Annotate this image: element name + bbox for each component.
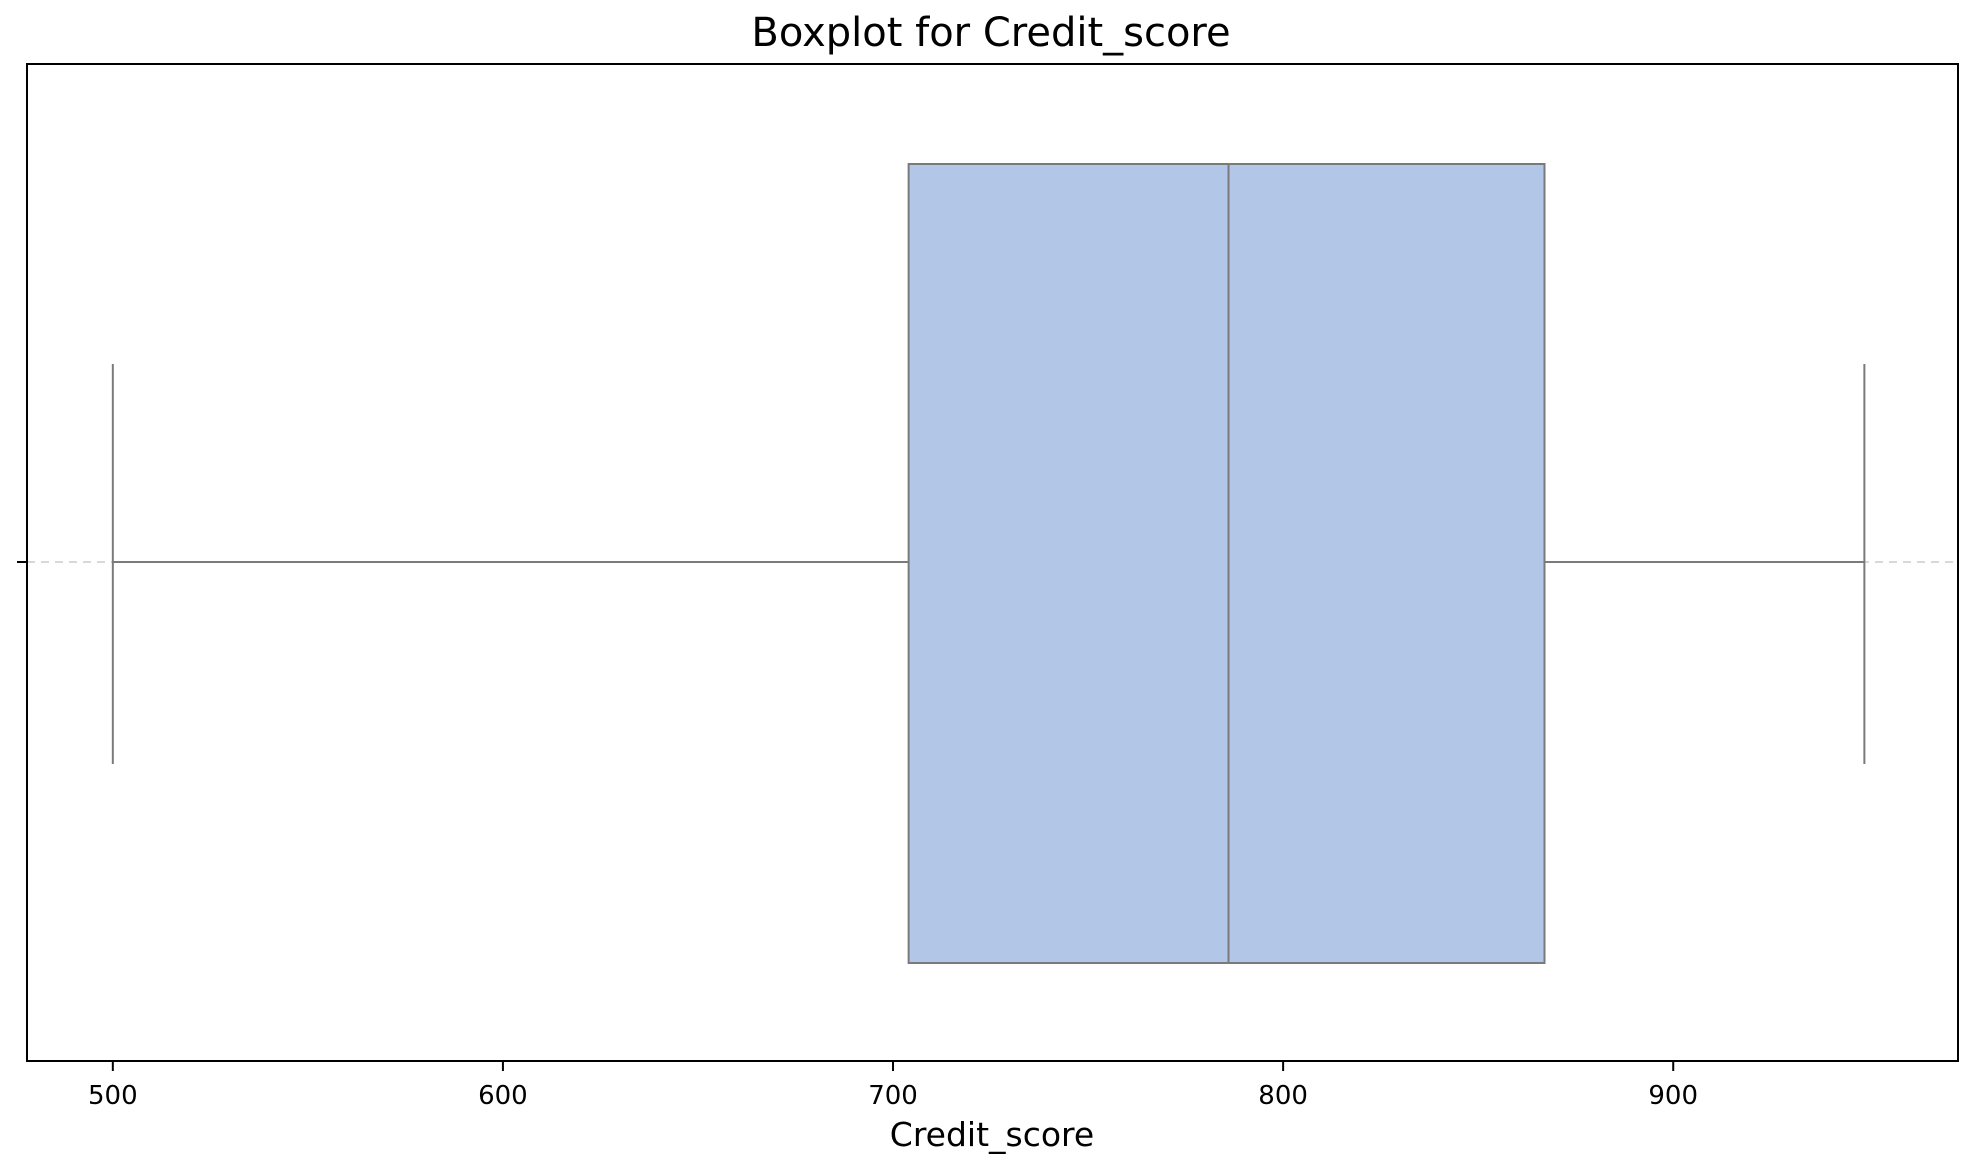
x-tick-label: 800 [1258,1081,1308,1111]
x-tick-label: 900 [1648,1081,1698,1111]
iqr-box [907,163,1546,964]
x-tick-label: 600 [478,1081,528,1111]
x-tick-label: 700 [868,1081,918,1111]
x-tick-label: 500 [88,1081,138,1111]
chart-title: Boxplot for Credit_score [751,10,1230,56]
x-axis-label: Credit_score [890,1115,1094,1154]
x-axis-ticks: 500 600 700 800 900 [88,1061,1698,1111]
